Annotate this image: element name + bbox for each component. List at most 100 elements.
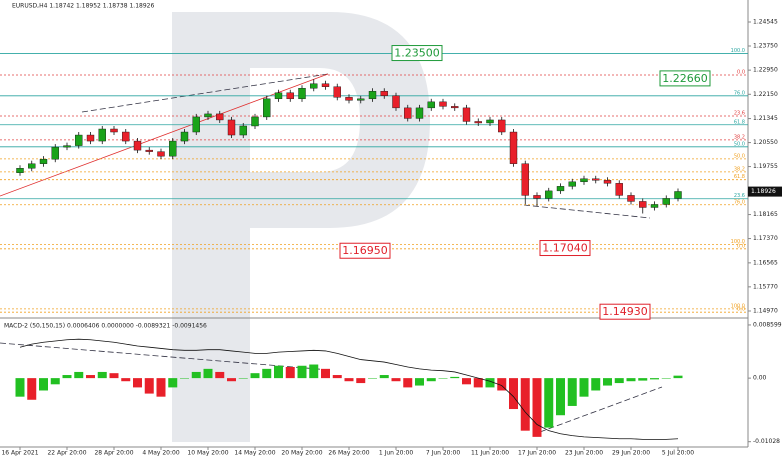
histogram-bar <box>356 378 366 384</box>
histogram-bar <box>567 378 577 406</box>
histogram-bar <box>238 378 248 379</box>
candle-body <box>498 119 506 133</box>
histogram-bar <box>509 378 518 410</box>
histogram-bar <box>426 378 436 382</box>
candle-body <box>392 95 400 109</box>
y-tick-label: 1.19755 <box>753 163 778 170</box>
candle-body <box>169 140 177 157</box>
histogram-bar <box>297 365 307 379</box>
histogram-bar <box>450 376 460 379</box>
candle-body <box>192 116 200 133</box>
candle-body <box>286 92 294 100</box>
level-box-bg <box>391 45 443 62</box>
candle-body <box>451 106 459 109</box>
level-box: 1.16950 <box>339 242 391 259</box>
y-tick-label: 1.17370 <box>753 235 778 242</box>
histogram-bar <box>250 373 260 379</box>
candle-body <box>239 125 247 136</box>
histogram-bar <box>191 371 201 379</box>
y-tick-label: 1.22950 <box>753 67 778 74</box>
histogram-bar <box>168 378 178 388</box>
y-tick-label: 1.16565 <box>753 259 778 266</box>
histogram-bar <box>626 378 636 382</box>
level-box-label: 1.22660 <box>662 72 708 85</box>
candle-body <box>627 195 635 202</box>
level-box-bg <box>659 70 711 87</box>
candle-body <box>16 168 24 173</box>
fib-label: 61.8 <box>734 119 745 125</box>
watermark <box>172 12 430 442</box>
histogram-bar <box>579 378 589 397</box>
candle-body <box>28 163 36 169</box>
candle-body <box>533 195 541 199</box>
histogram-bar <box>485 378 495 388</box>
fib-label: 100.0 <box>731 239 745 245</box>
candle-body <box>580 178 588 183</box>
candle-body <box>662 198 670 205</box>
histogram-bar <box>262 368 272 379</box>
histogram-bar <box>144 378 154 394</box>
level-box-bg <box>339 242 391 259</box>
x-tick-label: 28 Apr 20:00 <box>94 450 133 457</box>
histogram-bar <box>332 375 342 379</box>
candle-body <box>133 140 142 151</box>
histogram-bar <box>438 378 448 379</box>
candle-body <box>274 92 283 100</box>
histogram-bar <box>344 378 354 382</box>
level-box: 1.17040 <box>539 240 591 257</box>
candle-body <box>474 121 482 124</box>
histogram-bar <box>544 378 554 428</box>
candle-body <box>427 101 435 109</box>
y-tick-label: 1.18165 <box>753 211 778 218</box>
histogram-bar <box>415 378 424 386</box>
last-price-label: 1.18926 <box>751 188 776 195</box>
candle-body <box>63 145 71 148</box>
histogram-bar <box>15 378 25 397</box>
fib-label: 23.6 <box>734 193 745 199</box>
histogram-bar <box>321 368 330 379</box>
indicator-title: MACD-2 (50,150,15) 0.0006406 0.0000000 -… <box>4 323 207 330</box>
level-box: 1.23500 <box>391 45 443 62</box>
candle-body <box>380 91 388 96</box>
x-tick-label: 1 Jun 20:00 <box>379 450 413 457</box>
candle-body <box>674 191 682 199</box>
y-tick-label: 1.14970 <box>753 307 778 314</box>
candle-body <box>145 149 153 152</box>
x-tick-label: 29 Jun 20:00 <box>612 450 650 457</box>
candle-body <box>603 180 612 184</box>
histogram-bar <box>86 375 95 379</box>
fib-label: 100.0 <box>731 48 745 54</box>
level-box-bg <box>539 240 591 257</box>
candle-body <box>345 97 353 101</box>
x-tick-label: 4 May 20:00 <box>142 450 180 457</box>
x-tick-label: 11 Jun 20:00 <box>471 450 509 457</box>
histogram-bar <box>603 378 612 386</box>
y-tick-label: 0.0085993 <box>753 321 782 328</box>
candle-body <box>615 183 623 196</box>
y-tick-label: -0.01028 <box>753 438 780 445</box>
histogram-bar <box>462 378 471 385</box>
fib-label: 76.0 <box>734 199 745 205</box>
macd-line <box>19 338 679 440</box>
level-box-bg <box>599 303 651 320</box>
histogram-bar <box>39 378 48 391</box>
histogram-bar <box>591 378 601 391</box>
y-tick-label: 1.23750 <box>753 42 778 49</box>
histogram-bar <box>532 378 542 437</box>
y-tick-label: 1.24545 <box>753 19 778 26</box>
y-tick-label: 1.21345 <box>753 115 778 122</box>
last-price-box <box>748 186 782 197</box>
candle-body <box>556 186 565 192</box>
histogram-bar <box>133 378 142 388</box>
x-tick-label: 23 Jun 20:00 <box>565 450 603 457</box>
candle-body <box>51 146 59 160</box>
histogram-bar <box>227 378 236 382</box>
histogram-bar <box>368 378 377 379</box>
fib-label: 38.2 <box>734 166 745 172</box>
fib-label: 0.0 <box>737 69 745 75</box>
level-box: 1.22660 <box>659 70 711 87</box>
candle-body <box>75 134 83 146</box>
candle-body <box>180 131 189 142</box>
histogram-bar <box>62 375 72 379</box>
histogram-bar <box>97 371 107 379</box>
